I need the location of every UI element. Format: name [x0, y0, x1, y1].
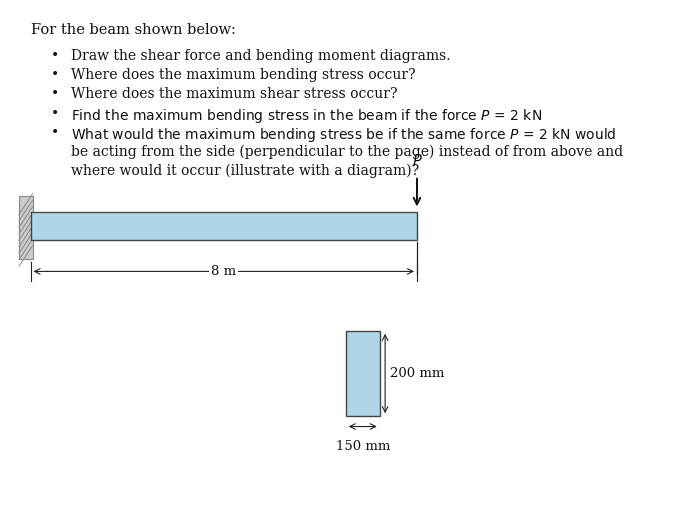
Bar [346, 331, 380, 416]
Text: What would the maximum bending stress be if the same force $P$ = 2 kN would: What would the maximum bending stress be… [71, 126, 617, 144]
Text: Find the maximum bending stress in the beam if the force $P$ = 2 kN: Find the maximum bending stress in the b… [71, 107, 542, 125]
Text: For the beam shown below:: For the beam shown below: [31, 23, 235, 37]
Text: Where does the maximum bending stress occur?: Where does the maximum bending stress oc… [71, 68, 416, 82]
Bar [31, 212, 417, 240]
Text: Draw the shear force and bending moment diagrams.: Draw the shear force and bending moment … [71, 49, 451, 63]
Text: •: • [51, 107, 59, 120]
Text: •: • [51, 68, 59, 82]
Text: Where does the maximum shear stress occur?: Where does the maximum shear stress occu… [71, 87, 398, 101]
Text: 200 mm: 200 mm [390, 367, 444, 380]
Text: be acting from the side (perpendicular to the page) instead of from above and: be acting from the side (perpendicular t… [71, 145, 623, 159]
Text: •: • [51, 87, 59, 101]
Text: 8 m: 8 m [211, 265, 237, 278]
Text: where would it occur (illustrate with a diagram)?: where would it occur (illustrate with a … [71, 164, 419, 178]
Text: 150 mm: 150 mm [336, 440, 390, 453]
Text: •: • [51, 126, 59, 140]
Bar [19, 196, 33, 258]
Text: $P$: $P$ [412, 153, 422, 169]
Text: •: • [51, 49, 59, 63]
